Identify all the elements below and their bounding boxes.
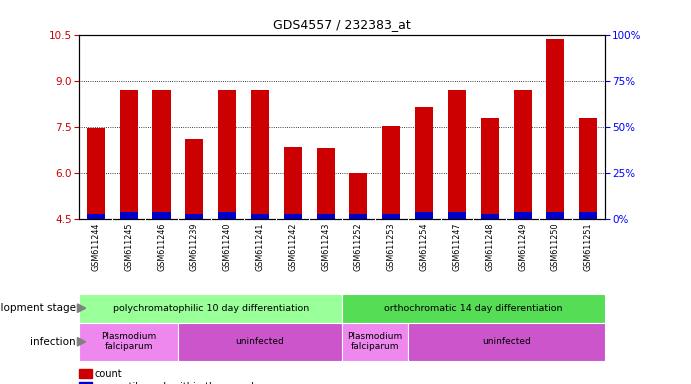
Bar	[120, 90, 138, 219]
Bar	[481, 118, 499, 219]
Bar	[153, 90, 171, 219]
Bar	[513, 90, 531, 219]
Text: GSM611239: GSM611239	[190, 223, 199, 271]
Bar	[415, 107, 433, 219]
Text: GSM611250: GSM611250	[551, 223, 560, 271]
Bar	[218, 90, 236, 219]
Text: uninfected: uninfected	[236, 337, 285, 346]
Text: uninfected: uninfected	[482, 337, 531, 346]
Text: orthochromatic 14 day differentiation: orthochromatic 14 day differentiation	[384, 304, 562, 313]
Bar	[382, 126, 400, 219]
Text: infection: infection	[30, 337, 76, 347]
Bar	[218, 212, 236, 219]
Bar	[79, 323, 178, 361]
Text: polychromatophilic 10 day differentiation: polychromatophilic 10 day differentiatio…	[113, 304, 309, 313]
Bar	[316, 214, 334, 219]
Text: GSM611253: GSM611253	[387, 223, 396, 271]
Text: GSM611248: GSM611248	[485, 223, 494, 271]
Bar	[87, 214, 105, 219]
Bar	[579, 212, 597, 219]
Bar	[547, 212, 565, 219]
Bar	[547, 39, 565, 219]
Text: GSM611240: GSM611240	[223, 223, 231, 271]
Bar	[87, 128, 105, 219]
Bar	[316, 148, 334, 219]
Bar	[342, 294, 605, 323]
Text: GSM611249: GSM611249	[518, 223, 527, 271]
Text: GSM611246: GSM611246	[157, 223, 166, 271]
Bar	[579, 118, 597, 219]
Bar	[79, 294, 342, 323]
Bar	[350, 174, 368, 219]
Text: GSM611243: GSM611243	[321, 223, 330, 271]
Bar	[185, 139, 203, 219]
Bar	[408, 323, 605, 361]
Text: GSM611245: GSM611245	[124, 223, 133, 271]
Text: GSM611251: GSM611251	[584, 223, 593, 271]
Bar	[284, 214, 302, 219]
Text: count: count	[95, 369, 122, 379]
Bar	[178, 323, 342, 361]
Bar	[185, 214, 203, 219]
Bar	[120, 212, 138, 219]
Text: Plasmodium
falciparum: Plasmodium falciparum	[101, 332, 156, 351]
Text: Plasmodium
falciparum: Plasmodium falciparum	[348, 332, 402, 351]
Bar	[350, 214, 368, 219]
Text: GSM611241: GSM611241	[256, 223, 265, 271]
Bar	[251, 90, 269, 219]
Text: percentile rank within the sample: percentile rank within the sample	[95, 382, 260, 384]
Text: GSM611242: GSM611242	[288, 223, 297, 271]
Bar	[251, 214, 269, 219]
Bar	[448, 90, 466, 219]
Bar	[513, 212, 531, 219]
Text: GSM611254: GSM611254	[419, 223, 428, 271]
Text: GSM611244: GSM611244	[91, 223, 100, 271]
Bar	[415, 212, 433, 219]
Text: development stage: development stage	[0, 303, 76, 313]
Text: GSM611252: GSM611252	[354, 223, 363, 271]
Title: GDS4557 / 232383_at: GDS4557 / 232383_at	[273, 18, 411, 31]
Text: GSM611247: GSM611247	[453, 223, 462, 271]
Bar	[342, 323, 408, 361]
Bar	[448, 212, 466, 219]
Bar	[284, 147, 302, 219]
Bar	[153, 212, 171, 219]
Bar	[382, 214, 400, 219]
Bar	[481, 214, 499, 219]
